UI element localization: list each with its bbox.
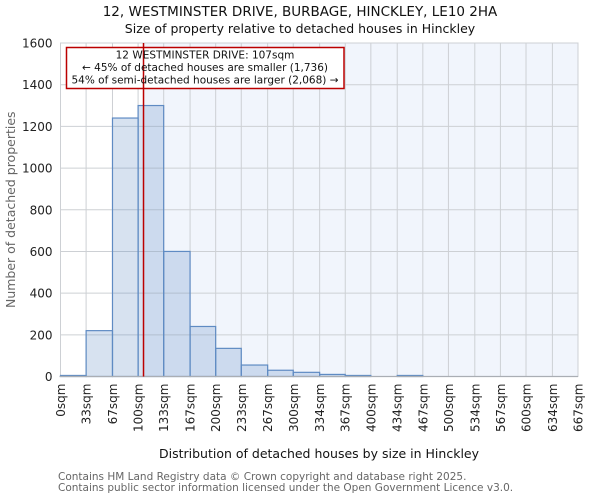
x-tick-label: 33sqm [80,384,94,425]
x-tick-label: 100sqm [132,384,146,432]
histogram-bar [240,364,269,378]
y-tick-label: 1000 [22,162,53,176]
x-tick-label: 634sqm [546,384,560,432]
footer-attribution-line-1: Contains HM Land Registry data © Crown c… [58,471,467,483]
plot-layer: 0 200 400 600 800 1000 1200 1400 1600 0sqm 33sqm 67… [3,37,586,432]
annotation-line-2: ← 45% of detached houses are smaller (1,… [82,62,328,74]
y-tick-label: 800 [30,203,53,217]
x-tick-label: 67sqm [106,384,120,425]
y-tick-label: 1600 [22,37,53,51]
x-tick-label: 667sqm [572,384,586,432]
x-tick-label: 400sqm [364,384,378,432]
x-tick-label: 534sqm [468,383,482,431]
annotation-line-1: 12 WESTMINSTER DRIVE: 107sqm [116,50,295,62]
annotation-box [65,46,345,90]
x-tick-label: 200sqm [209,384,223,432]
x-tick-label: 467sqm [416,384,430,432]
x-axis-title: Distribution of detached houses by size … [158,446,480,461]
y-tick-label: 1200 [22,120,53,134]
x-tick-label: 600sqm [520,384,534,432]
y-tick-label: 600 [30,245,53,259]
x-tick-label: 367sqm [339,384,353,432]
y-axis-title: Number of detached properties [3,111,18,308]
annotation-line-3: 54% of semi-detached houses are larger (… [71,75,338,87]
histogram-bar [267,369,294,378]
histogram-bar [189,325,217,378]
histogram-bar [163,250,191,378]
x-tick-label: 334sqm [313,384,327,432]
histogram-bar [111,117,139,378]
histogram-bar [215,347,242,378]
chart-subtitle: Size of property relative to detached ho… [124,21,476,36]
x-tick-label: 167sqm [184,384,198,432]
y-tick-label: 400 [30,287,53,301]
y-tick-label: 0 [45,370,53,384]
page-title: 12, WESTMINSTER DRIVE, BURBAGE, HINCKLEY… [102,4,498,20]
histogram-bar [85,330,114,378]
footer-attribution-line-2: Contains public sector information licen… [58,482,514,494]
x-tick-label: 434sqm [391,384,405,432]
y-tick-label: 200 [30,328,53,342]
x-tick-label: 267sqm [261,384,275,432]
x-tick-label: 300sqm [287,384,301,432]
x-tick-label: 233sqm [235,384,249,432]
x-tick-label: 500sqm [442,384,456,432]
histogram-bar [137,104,165,378]
x-tick-label: 133sqm [157,384,171,432]
x-tick-label: 567sqm [494,384,508,432]
y-tick-label: 1400 [22,78,53,92]
x-tick-label: 0sqm [54,384,68,417]
